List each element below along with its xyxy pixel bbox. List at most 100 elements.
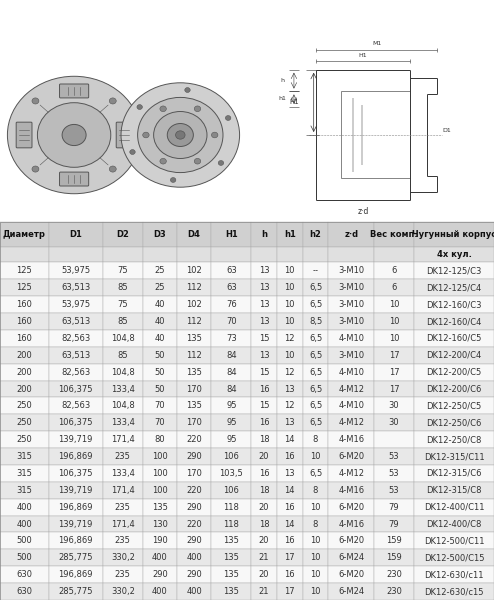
Text: z·d: z·d (357, 207, 369, 216)
Bar (103, 380, 143, 397)
Text: DK12-500/C11: DK12-500/C11 (424, 536, 484, 545)
Bar (211, 415, 251, 431)
Bar (251, 280, 277, 296)
Text: 4-М10: 4-М10 (338, 334, 364, 343)
Bar (0, 330, 48, 347)
Bar (211, 397, 251, 415)
Text: 70: 70 (226, 317, 237, 326)
Bar (103, 515, 143, 532)
Bar (143, 364, 177, 380)
Text: 220: 220 (186, 435, 202, 444)
Text: 70: 70 (155, 401, 165, 410)
Bar (143, 465, 177, 482)
Text: 50: 50 (155, 351, 165, 360)
Text: 10: 10 (285, 300, 295, 309)
Bar (0, 313, 48, 330)
Bar (374, 313, 414, 330)
Text: D4: D4 (188, 230, 201, 239)
Bar (329, 415, 374, 431)
Text: 400: 400 (152, 553, 168, 562)
Bar (329, 448, 374, 465)
Bar (277, 247, 303, 262)
FancyBboxPatch shape (59, 172, 88, 186)
Text: 135: 135 (152, 503, 168, 512)
Bar (48, 262, 103, 280)
Text: 12: 12 (285, 368, 295, 377)
Bar (103, 313, 143, 330)
Bar (414, 550, 494, 566)
Bar (0, 296, 48, 313)
Bar (329, 515, 374, 532)
Bar (303, 583, 329, 600)
Text: 20: 20 (259, 536, 269, 545)
Bar (143, 380, 177, 397)
Text: h1: h1 (279, 97, 287, 101)
Bar (211, 380, 251, 397)
Bar (303, 465, 329, 482)
Text: 6: 6 (391, 283, 397, 292)
Text: 135: 135 (186, 368, 202, 377)
Text: 170: 170 (186, 469, 202, 478)
Bar (414, 448, 494, 465)
Bar (48, 296, 103, 313)
Bar (211, 482, 251, 499)
Text: 18: 18 (259, 435, 269, 444)
Text: 63: 63 (226, 266, 237, 275)
Bar (103, 330, 143, 347)
Text: 10: 10 (389, 317, 399, 326)
Bar (303, 515, 329, 532)
Text: 10: 10 (310, 503, 321, 512)
Bar (374, 222, 414, 247)
Bar (374, 415, 414, 431)
Bar (177, 550, 211, 566)
Bar (0, 550, 48, 566)
Bar (177, 532, 211, 550)
Text: 15: 15 (259, 401, 269, 410)
Bar (329, 583, 374, 600)
Bar (329, 247, 374, 262)
Bar (48, 313, 103, 330)
Text: 85: 85 (118, 283, 128, 292)
Bar (414, 313, 494, 330)
Text: 12: 12 (285, 401, 295, 410)
Bar (0, 380, 48, 397)
Text: DK12-500/C15: DK12-500/C15 (424, 553, 484, 562)
Bar (48, 330, 103, 347)
Bar (303, 566, 329, 583)
Bar (374, 448, 414, 465)
Bar (414, 222, 494, 247)
Text: Вес комп.: Вес комп. (370, 230, 418, 239)
Bar (48, 380, 103, 397)
Bar (414, 262, 494, 280)
Text: 85: 85 (118, 351, 128, 360)
Bar (48, 364, 103, 380)
Text: 4-М10: 4-М10 (338, 401, 364, 410)
Bar (374, 330, 414, 347)
Circle shape (225, 116, 231, 121)
Text: 50: 50 (155, 368, 165, 377)
Text: 400: 400 (186, 587, 202, 596)
Text: --: -- (313, 266, 319, 275)
Bar (303, 397, 329, 415)
Text: DK12-315/C11: DK12-315/C11 (424, 452, 484, 461)
Text: DK12-250/C6: DK12-250/C6 (426, 418, 482, 427)
Text: 4-М16: 4-М16 (338, 486, 364, 495)
Text: 104,8: 104,8 (111, 401, 135, 410)
Bar (211, 222, 251, 247)
Text: 106: 106 (223, 452, 239, 461)
Bar (277, 465, 303, 482)
Text: 100: 100 (152, 469, 168, 478)
Bar (303, 380, 329, 397)
Text: 10: 10 (285, 266, 295, 275)
Bar (177, 482, 211, 499)
Text: 500: 500 (16, 536, 32, 545)
Bar (211, 448, 251, 465)
Bar (329, 566, 374, 583)
Text: 104,8: 104,8 (111, 368, 135, 377)
Bar (143, 296, 177, 313)
Bar (0, 583, 48, 600)
Text: 4-М16: 4-М16 (338, 435, 364, 444)
Bar (103, 247, 143, 262)
Text: M1: M1 (372, 41, 381, 46)
Bar (0, 397, 48, 415)
